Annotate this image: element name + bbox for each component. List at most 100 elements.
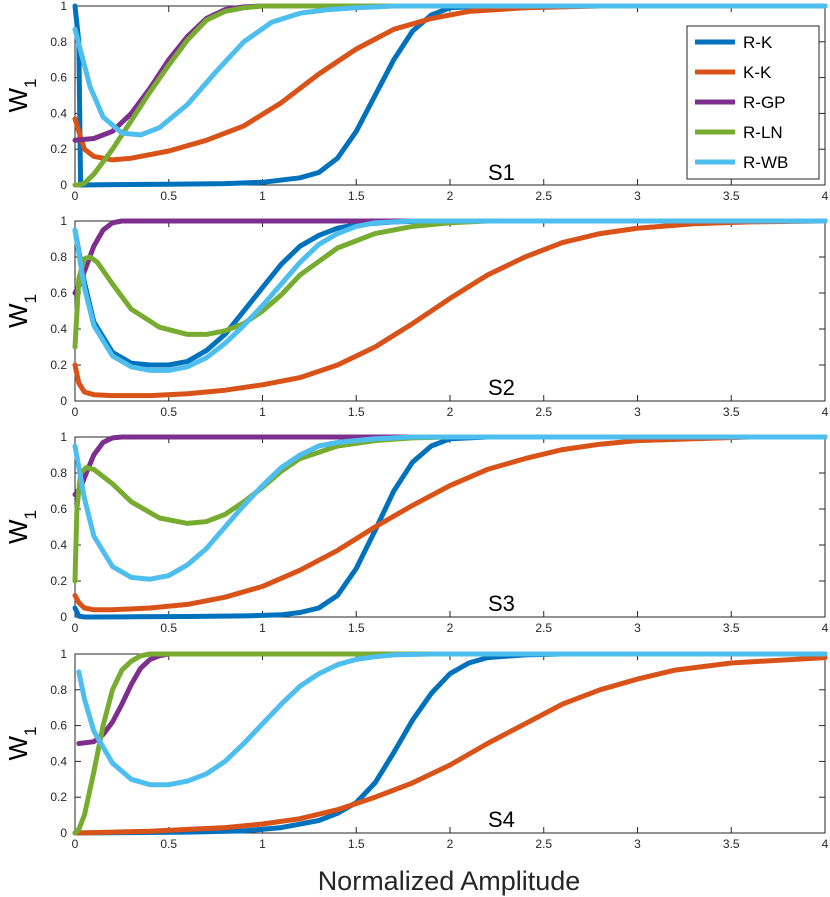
y-tick-label: 0 — [60, 394, 67, 408]
x-tick-label: 2 — [447, 621, 454, 635]
x-axis-label: Normalized Amplitude — [318, 866, 581, 896]
x-tick-label: 0 — [72, 837, 79, 851]
x-tick-label: 3 — [634, 189, 641, 203]
series-line-rln-s1 — [72, 3, 828, 188]
x-tick-label: 4 — [822, 621, 829, 635]
y-tick-label: 0.2 — [50, 358, 67, 372]
x-tick-label: 2 — [447, 837, 454, 851]
y-tick-label: 0.6 — [50, 286, 67, 300]
series-line-rk-s3 — [72, 434, 828, 620]
x-tick-label: 1 — [259, 621, 266, 635]
x-tick-label: 1.5 — [348, 405, 365, 419]
panel-label: S4 — [488, 807, 515, 832]
x-tick-label: 0 — [72, 189, 79, 203]
x-tick-label: 0.5 — [160, 189, 177, 203]
y-tick-label: 1 — [60, 430, 67, 444]
x-tick-label: 1 — [259, 837, 266, 851]
series-line-kk-s3 — [72, 434, 828, 613]
y-axis-label: W1 — [3, 510, 40, 544]
x-tick-label: 3.5 — [723, 405, 740, 419]
panel-label: S1 — [488, 160, 515, 185]
x-tick-label: 3 — [634, 405, 641, 419]
x-tick-label: 3.5 — [723, 189, 740, 203]
x-tick-label: 1.5 — [348, 189, 365, 203]
y-axis-label: W1 — [3, 78, 40, 112]
x-tick-label: 4 — [822, 405, 829, 419]
x-tick-label: 0 — [72, 405, 79, 419]
x-tick-label: 2.5 — [535, 621, 552, 635]
y-tick-label: 0 — [60, 178, 67, 192]
x-tick-label: 2.5 — [535, 189, 552, 203]
y-tick-label: 1 — [60, 0, 67, 13]
series-line-rk-s2 — [72, 218, 828, 368]
y-tick-label: 0.4 — [50, 754, 67, 768]
legend-label-rk: R-K — [743, 33, 773, 52]
x-tick-label: 4 — [822, 189, 829, 203]
x-tick-label: 0.5 — [160, 837, 177, 851]
series-line-rln-s3 — [72, 434, 828, 584]
y-tick-label: 0.8 — [50, 683, 67, 697]
x-tick-label: 2 — [447, 405, 454, 419]
y-tick-label: 0.6 — [50, 502, 67, 516]
x-tick-label: 2.5 — [535, 405, 552, 419]
x-tick-label: 0 — [72, 621, 79, 635]
legend: R-K K-K R-GP R-LN R-WB — [686, 25, 820, 180]
x-tick-label: 1.5 — [348, 837, 365, 851]
y-axis-label-subscript: 1 — [21, 294, 40, 303]
x-tick-label: 0.5 — [160, 405, 177, 419]
y-tick-label: 0.2 — [50, 142, 67, 156]
x-tick-label: 0.5 — [160, 621, 177, 635]
x-tick-label: 3.5 — [723, 621, 740, 635]
x-tick-label: 4 — [822, 837, 829, 851]
y-tick-label: 1 — [60, 214, 67, 228]
x-tick-label: 2 — [447, 189, 454, 203]
axes-box — [74, 653, 826, 834]
y-axis-label: W1 — [3, 294, 40, 328]
y-tick-label: 0.6 — [50, 71, 67, 85]
y-tick-label: 0 — [60, 826, 67, 840]
y-axis-label-subscript: 1 — [21, 78, 40, 87]
series-line-rk-s4 — [72, 651, 828, 836]
x-tick-label: 3.5 — [723, 837, 740, 851]
panel-label: S3 — [488, 591, 515, 616]
series-line-kk-s2 — [72, 218, 828, 399]
y-axis-label: W1 — [3, 726, 40, 760]
legend-label-rln: R-LN — [743, 123, 783, 142]
series-line-rln-s4 — [72, 651, 828, 836]
panel-label: S2 — [488, 375, 515, 400]
x-tick-label: 1.5 — [348, 621, 365, 635]
x-tick-label: 3 — [634, 621, 641, 635]
y-tick-label: 0.8 — [50, 466, 67, 480]
x-tick-label: 1 — [259, 405, 266, 419]
legend-label-rwb: R-WB — [743, 153, 788, 172]
y-tick-label: 0 — [60, 610, 67, 624]
x-tick-label: 1 — [259, 189, 266, 203]
series-line-rln-s2 — [72, 218, 828, 350]
series-line-rwb-s3 — [72, 434, 828, 582]
y-tick-label: 0.8 — [50, 35, 67, 49]
y-tick-label: 0.4 — [50, 106, 67, 120]
y-tick-label: 0.6 — [50, 719, 67, 733]
x-tick-label: 3 — [634, 837, 641, 851]
axes-box — [74, 220, 826, 402]
axes-box — [74, 436, 826, 618]
series-line-kk-s4 — [72, 655, 828, 836]
series-line-rgp-s2 — [72, 218, 828, 296]
y-axis-label-subscript: 1 — [21, 726, 40, 735]
y-tick-label: 1 — [60, 647, 67, 661]
legend-label-kk: K-K — [743, 63, 772, 82]
y-tick-label: 0.4 — [50, 322, 67, 336]
series-line-rwb-s4 — [76, 651, 828, 788]
legend-label-rgp: R-GP — [743, 93, 786, 112]
y-axis-label-subscript: 1 — [21, 510, 40, 519]
y-tick-label: 0.2 — [50, 574, 67, 588]
x-tick-label: 2.5 — [535, 837, 552, 851]
y-tick-label: 0.8 — [50, 250, 67, 264]
series-line-rwb-s1 — [72, 3, 828, 138]
y-tick-label: 0.4 — [50, 538, 67, 552]
